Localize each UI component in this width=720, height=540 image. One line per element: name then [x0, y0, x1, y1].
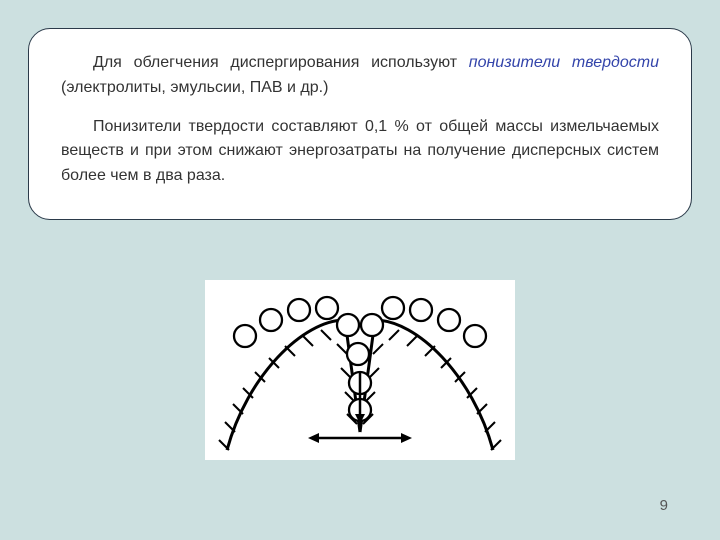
diagram-svg: [205, 280, 515, 460]
page-number: 9: [660, 497, 668, 514]
text-card: Для облегчения диспергирования использую…: [28, 28, 692, 220]
p1-em-term: понизители твердости: [469, 54, 659, 71]
p1-pre: Для облегчения диспергирования использую…: [93, 54, 469, 71]
p1-post: (электролиты, эмульсии, ПАВ и др.): [61, 79, 328, 96]
paragraph-1: Для облегчения диспергирования использую…: [61, 51, 659, 101]
diagram-figure: [205, 280, 515, 460]
paragraph-2: Понизители твердости составляют 0,1 % от…: [61, 115, 659, 189]
